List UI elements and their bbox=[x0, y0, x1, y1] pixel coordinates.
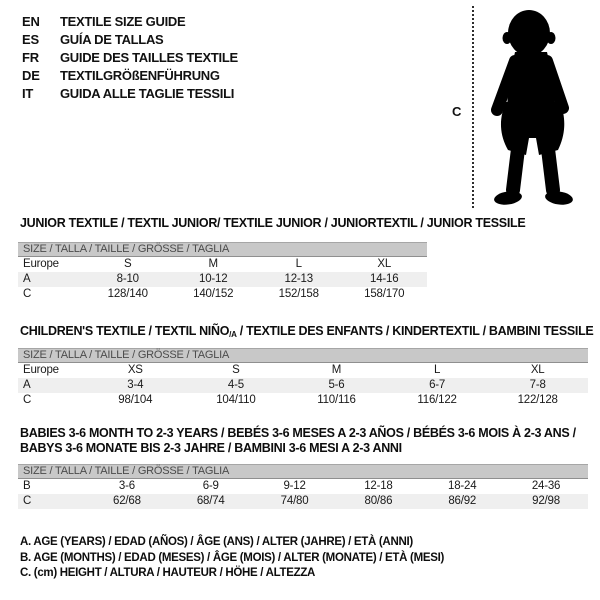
row-label: B bbox=[23, 480, 31, 492]
table-cell: 5-6 bbox=[328, 379, 345, 391]
table-cell: 9-12 bbox=[283, 480, 306, 492]
table-cell: 116/122 bbox=[417, 394, 457, 406]
table-cell: 140/152 bbox=[193, 288, 234, 300]
table-row: C 98/104 104/110 110/116 116/122 122/128 bbox=[18, 393, 588, 408]
subscript-a: /A bbox=[229, 330, 237, 339]
language-code: FR bbox=[22, 50, 39, 65]
language-code: ES bbox=[22, 32, 39, 47]
table-cell: 10-12 bbox=[199, 273, 228, 285]
table-row: A 3-4 4-5 5-6 6-7 7-8 bbox=[18, 378, 588, 393]
footnote-c: C. (cm) HEIGHT / ALTURA / HAUTEUR / HÖHE… bbox=[20, 567, 316, 579]
table-cell: XS bbox=[127, 364, 143, 376]
language-row: ES GUÍA DE TALLAS bbox=[22, 31, 238, 49]
size-header-bar: SIZE / TALLA / TAILLE / GRÖSSE / TAGLIA bbox=[18, 464, 588, 479]
table-cell: 152/158 bbox=[278, 288, 319, 300]
junior-size-table: SIZE / TALLA / TAILLE / GRÖSSE / TAGLIA … bbox=[18, 242, 427, 302]
table-cell: L bbox=[295, 258, 302, 270]
table-row: C 128/140 140/152 152/158 158/170 bbox=[18, 287, 427, 302]
table-cell: M bbox=[331, 364, 342, 376]
language-code: EN bbox=[22, 14, 40, 29]
table-cell: 92/98 bbox=[532, 495, 560, 507]
table-cell: XL bbox=[377, 258, 392, 270]
table-cell: 128/140 bbox=[107, 288, 148, 300]
table-row: Europe S M L XL bbox=[18, 257, 427, 272]
table-row: Europe XS S M L XL bbox=[18, 363, 588, 378]
section-title-children: CHILDREN'S TEXTILE / TEXTIL NIÑO/A / TEX… bbox=[20, 324, 594, 339]
language-row: FR GUIDE DES TAILLES TEXTILE bbox=[22, 49, 238, 67]
table-cell: S bbox=[232, 364, 240, 376]
language-title-list: EN TEXTILE SIZE GUIDE ES GUÍA DE TALLAS … bbox=[22, 13, 238, 103]
table-cell: 14-16 bbox=[370, 273, 399, 285]
height-dotted-line bbox=[472, 6, 474, 208]
section-title-babies: BABIES 3-6 MONTH TO 2-3 YEARS / BEBÉS 3-… bbox=[20, 426, 576, 456]
table-cell: 12-13 bbox=[284, 273, 314, 285]
row-label: C bbox=[23, 288, 32, 300]
table-cell: 6-7 bbox=[429, 379, 446, 391]
table-row: A 8-10 10-12 12-13 14-16 bbox=[18, 272, 427, 287]
row-label: C bbox=[23, 495, 32, 507]
babies-title-line-2: BABYS 3-6 MONATE BIS 2-3 JAHRE / BAMBINI… bbox=[20, 441, 402, 455]
table-row: B 3-6 6-9 9-12 12-18 18-24 24-36 bbox=[18, 479, 588, 494]
row-label: Europe bbox=[23, 258, 59, 270]
language-row: EN TEXTILE SIZE GUIDE bbox=[22, 13, 238, 31]
table-cell: 4-5 bbox=[227, 379, 244, 391]
table-cell: 158/170 bbox=[364, 288, 405, 300]
language-title: GUIDA ALLE TAGLIE TESSILI bbox=[60, 86, 235, 101]
children-size-table: SIZE / TALLA / TAILLE / GRÖSSE / TAGLIA … bbox=[18, 348, 588, 408]
section-title-junior: JUNIOR TEXTILE / TEXTIL JUNIOR/ TEXTILE … bbox=[20, 216, 526, 230]
table-cell: 8-10 bbox=[116, 273, 139, 285]
table-cell: 3-6 bbox=[118, 480, 135, 492]
table-cell: 3-4 bbox=[127, 379, 144, 391]
table-cell: 80/86 bbox=[364, 495, 393, 507]
babies-title-line-1: BABIES 3-6 MONTH TO 2-3 YEARS / BEBÉS 3-… bbox=[20, 426, 576, 440]
table-cell: 86/92 bbox=[448, 495, 477, 507]
table-cell: 68/74 bbox=[196, 495, 225, 507]
table-cell: 6-9 bbox=[202, 480, 219, 492]
table-cell: 7-8 bbox=[529, 379, 546, 391]
table-cell: 12-18 bbox=[364, 480, 393, 492]
table-cell: 104/110 bbox=[216, 394, 256, 406]
footnote-list: A. AGE (YEARS) / EDAD (AÑOS) / ÂGE (ANS)… bbox=[20, 535, 444, 582]
language-title: TEXTILGRÖßENFÜHRUNG bbox=[60, 68, 220, 83]
language-title: GUIDE DES TAILLES TEXTILE bbox=[60, 50, 238, 65]
table-cell: 98/104 bbox=[118, 394, 153, 406]
row-label: A bbox=[23, 273, 31, 285]
figure-height-label: C bbox=[452, 104, 462, 119]
table-row: C 62/68 68/74 74/80 80/86 86/92 92/98 bbox=[18, 494, 588, 509]
table-cell: 122/128 bbox=[517, 394, 558, 406]
row-label: Europe bbox=[23, 364, 59, 376]
table-cell: S bbox=[124, 258, 132, 270]
table-cell: M bbox=[208, 258, 219, 270]
table-cell: 110/116 bbox=[317, 394, 356, 406]
size-header-bar: SIZE / TALLA / TAILLE / GRÖSSE / TAGLIA bbox=[18, 242, 427, 257]
table-cell: 74/80 bbox=[280, 495, 309, 507]
row-label: C bbox=[23, 394, 32, 406]
table-cell: L bbox=[433, 364, 441, 376]
babies-size-table: SIZE / TALLA / TAILLE / GRÖSSE / TAGLIA … bbox=[18, 464, 588, 509]
language-row: IT GUIDA ALLE TAGLIE TESSILI bbox=[22, 85, 238, 103]
table-cell: 24-36 bbox=[531, 480, 561, 492]
language-code: IT bbox=[22, 86, 34, 101]
language-code: DE bbox=[22, 68, 40, 83]
language-title: GUÍA DE TALLAS bbox=[60, 32, 164, 47]
language-title: TEXTILE SIZE GUIDE bbox=[60, 14, 186, 29]
footnote-a: A. AGE (YEARS) / EDAD (AÑOS) / ÂGE (ANS)… bbox=[20, 536, 413, 548]
baby-silhouette-icon bbox=[491, 10, 573, 205]
footnote-b: B. AGE (MONTHS) / EDAD (MESES) / ÂGE (MO… bbox=[20, 551, 445, 564]
language-row: DE TEXTILGRÖßENFÜHRUNG bbox=[22, 67, 238, 85]
row-label: A bbox=[23, 379, 31, 391]
size-header-bar: SIZE / TALLA / TAILLE / GRÖSSE / TAGLIA bbox=[18, 348, 588, 363]
table-cell: XL bbox=[530, 364, 545, 376]
table-cell: 62/68 bbox=[113, 495, 141, 507]
table-cell: 18-24 bbox=[448, 480, 477, 492]
